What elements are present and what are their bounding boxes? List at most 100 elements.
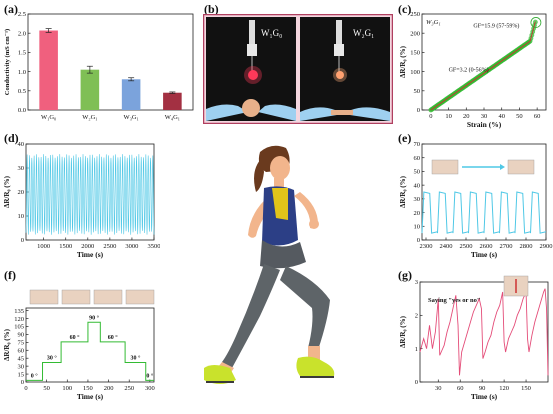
fit-line-low <box>430 40 531 111</box>
x-tick-label: 50 <box>43 385 50 392</box>
x-tick-label: 0 <box>429 113 432 120</box>
step-label: 30 ° <box>47 354 58 361</box>
step-label: 60 ° <box>108 334 119 341</box>
y-tick-label: 135 <box>14 308 24 315</box>
y-tick-label: 0.5 <box>18 88 26 95</box>
led-dim-icon <box>333 20 347 82</box>
x-tick-label: 20 <box>463 113 470 120</box>
plot-frame <box>25 307 155 383</box>
y-tick-label: 40 <box>18 141 25 148</box>
x-tick-label: 90 <box>479 385 486 392</box>
fit-line-high <box>529 21 536 42</box>
y-tick-label: 0 <box>417 237 420 244</box>
x-tick-label: 60 <box>534 113 541 120</box>
y-axis-label: ΔR/R₀ (%) <box>3 175 11 208</box>
panel-label-c: (c) <box>398 2 412 16</box>
panel-label-a: (a) <box>4 2 18 16</box>
finger-angle-photo <box>29 289 59 305</box>
x-tick-label: 2600 <box>480 243 493 250</box>
plot-frame <box>419 281 549 383</box>
chart-f-bending: 0 50 100 150 200 250 3000153045607590105120135… <box>3 289 155 401</box>
step-label: 0 ° <box>31 372 39 379</box>
x-tick-label: 10 <box>445 113 452 120</box>
panel-label-f: (f) <box>4 268 16 282</box>
y-axis-label: ΔR/R₀ (%) <box>399 315 407 348</box>
highlight-circle <box>530 17 542 28</box>
y-axis-label: ΔR/R₀ (%) <box>399 45 407 78</box>
y-tick-label: 40 <box>414 182 421 189</box>
step-label: 30 ° <box>130 354 141 361</box>
y-tick-label: 2 <box>415 313 418 320</box>
category-label: W₂G₁ <box>82 114 97 121</box>
front-shoe-icon <box>296 356 335 376</box>
bar-3 <box>121 79 141 110</box>
x-tick-label: 300 <box>145 385 155 392</box>
y-tick-label: 1.5 <box>18 50 26 57</box>
photo-b-right-label: W₂G₁ <box>353 28 374 38</box>
panel-label-d: (d) <box>4 131 19 145</box>
x-tick-label: 1500 <box>59 243 72 250</box>
y-tick-label: 10 <box>414 223 421 230</box>
plot-frame <box>421 143 547 241</box>
y-tick-label: 30 <box>18 165 25 172</box>
y-tick-label: 120 <box>14 316 24 323</box>
y-tick-label: 1.0 <box>18 69 26 76</box>
photo-b-left-label: W₁G₀ <box>261 28 282 38</box>
x-tick-label: 2000 <box>81 243 94 250</box>
annotation-gf-high: GF=15.9 (57-59%) <box>473 22 519 29</box>
y-tick-label: 15 <box>18 371 25 378</box>
x-tick-label: 60 <box>457 385 464 392</box>
y-tick-label: 90 <box>18 332 25 339</box>
x-axis-label: Time (s) <box>471 392 498 401</box>
x-tick-label: 50 <box>516 113 523 120</box>
x-tick-label: 2800 <box>520 243 533 250</box>
y-tick-label: 10 <box>18 213 25 220</box>
y-tick-label: 3 <box>415 279 418 286</box>
chart-a-conductivity: 0.0 0.5 1.0 1.5 2.0 2.5 Conductivity (mS cm⁻¹)… <box>4 11 194 121</box>
chart-g-speaking: 30 60 90 120 150 0 1 2 3 Time (s) ΔR/R₀ (%) Saying … <box>399 275 549 401</box>
y-tick-label: 0 <box>415 379 418 386</box>
x-tick-label: 2400 <box>440 243 453 250</box>
chart-d-cycling: 1000 1500 2000 2500 3000 3500 0 10 20 30 40 Time (s… <box>3 141 160 259</box>
series-line <box>26 321 154 381</box>
y-tick-label: 70 <box>414 141 421 148</box>
hand-bent-icon <box>507 159 535 175</box>
panel-label-g: (g) <box>398 268 412 282</box>
x-tick-label: 30 <box>481 113 488 120</box>
series-line <box>419 288 549 376</box>
y-axis-label: ΔR/R₀ (%) <box>399 175 407 208</box>
y-axis-label: ΔR/R₀ (%) <box>3 328 11 361</box>
legend-label: W₃G₁ <box>426 19 441 26</box>
category-label: W₁G₀ <box>41 114 56 121</box>
y-tick-label: 0 <box>417 107 420 114</box>
x-tick-label: 3000 <box>125 243 138 250</box>
x-tick-label: 2500 <box>103 243 116 250</box>
x-axis-label: Time (s) <box>77 392 104 401</box>
x-tick-label: 200 <box>104 385 114 392</box>
x-tick-label: 120 <box>499 385 509 392</box>
x-axis-label: Strain (%) <box>467 120 502 129</box>
panel-label-e: (e) <box>398 131 412 145</box>
y-tick-label: 200 <box>410 30 420 37</box>
y-tick-label: 100 <box>410 69 420 76</box>
y-tick-label: 2.0 <box>18 30 26 37</box>
y-tick-label: 50 <box>414 88 421 95</box>
y-tick-label: 0 <box>21 237 24 244</box>
y-tick-label: 1 <box>415 346 418 353</box>
x-tick-label: 2300 <box>420 243 433 250</box>
hand-straight-icon <box>431 159 459 175</box>
y-tick-label: 105 <box>14 324 24 331</box>
annotation-gf-low: GF=3.2 (0-56%) <box>449 67 489 74</box>
finger-angle-photo <box>93 289 123 305</box>
plot-frame <box>27 13 194 111</box>
series-line <box>421 191 547 234</box>
x-tick-label: 2900 <box>540 243 553 250</box>
runner-illustration <box>204 145 335 384</box>
finger-angle-photo <box>125 289 155 305</box>
x-tick-label: 1000 <box>37 243 50 250</box>
step-label: 60 ° <box>70 334 81 341</box>
y-tick-label: 250 <box>410 11 420 18</box>
x-tick-label: 100 <box>62 385 72 392</box>
x-tick-label: 150 <box>83 385 93 392</box>
x-tick-label: 2500 <box>460 243 473 250</box>
